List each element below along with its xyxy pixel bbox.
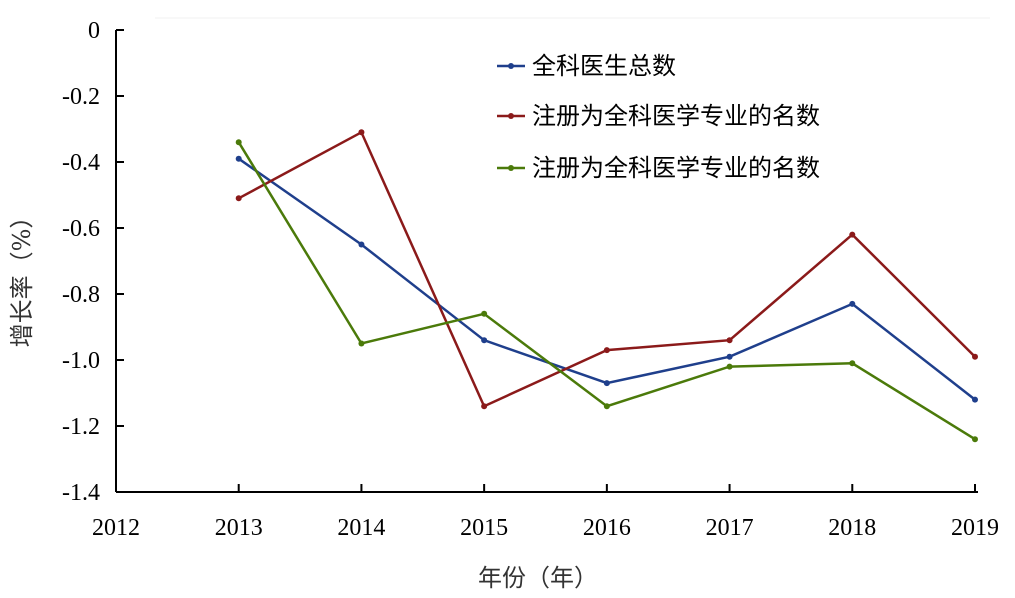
series-3-point <box>603 403 610 410</box>
y-tick-label: -1.2 <box>62 414 100 440</box>
series-2-point <box>603 347 610 354</box>
x-axis-title: 年份（年） <box>478 564 598 592</box>
series-line-3 <box>237 141 976 441</box>
series-3-point <box>481 310 488 317</box>
series-3-point <box>849 360 856 367</box>
y-tick-label: -0.8 <box>62 282 100 308</box>
y-tick-label: 0 <box>88 18 100 44</box>
series-3-point <box>972 436 978 443</box>
series-1-point <box>235 155 242 162</box>
y-tick-label: -1.0 <box>62 348 100 374</box>
x-tick-label: 2014 <box>337 515 385 541</box>
series-line-1 <box>237 157 976 401</box>
series-1-point <box>849 300 856 307</box>
y-tick-label: -0.4 <box>62 150 100 176</box>
series-1-point <box>481 337 488 344</box>
series-2-point <box>481 403 488 410</box>
x-tick-label: 2012 <box>92 515 140 541</box>
series-3-point <box>358 340 365 347</box>
series-1-point <box>726 353 733 360</box>
series-2-point <box>235 195 242 202</box>
series-2-point <box>358 129 365 136</box>
x-tick-label: 2017 <box>706 515 754 541</box>
legend-marker-2 <box>508 113 514 119</box>
y-tick-label: -1.4 <box>62 480 100 506</box>
x-tick-label: 2018 <box>828 515 876 541</box>
legend-marker-1 <box>508 63 514 69</box>
x-tick-label: 2019 <box>951 515 999 541</box>
x-tick-label: 2015 <box>460 515 508 541</box>
series-2-point <box>849 231 856 238</box>
legend-marker-3 <box>508 165 514 171</box>
x-tick-label: 2016 <box>583 515 631 541</box>
legend-label-1: 全科医生总数 <box>532 52 676 80</box>
series-1-point <box>972 396 978 403</box>
series-2-point <box>972 353 978 360</box>
series-1-point <box>358 241 365 248</box>
y-tick-label: -0.2 <box>62 84 100 110</box>
series-1-point <box>603 380 610 387</box>
y-tick-label: -0.6 <box>62 216 100 242</box>
axes: 0 -0.2 -0.4 -0.6 -0.8 -1.0 -1.2 -1.4 2012 2013 201… <box>62 18 999 541</box>
series-3-point <box>726 363 733 370</box>
y-axis-title: 增长率（%） <box>8 205 36 348</box>
series-3-point <box>235 139 242 146</box>
legend-label-3: 注册为全科医学专业的名数 <box>532 154 820 182</box>
x-tick-label: 2013 <box>215 515 263 541</box>
series-layer <box>235 129 978 443</box>
legend-label-2: 注册为全科医学专业的名数 <box>532 102 820 130</box>
series-2-point <box>726 337 733 344</box>
